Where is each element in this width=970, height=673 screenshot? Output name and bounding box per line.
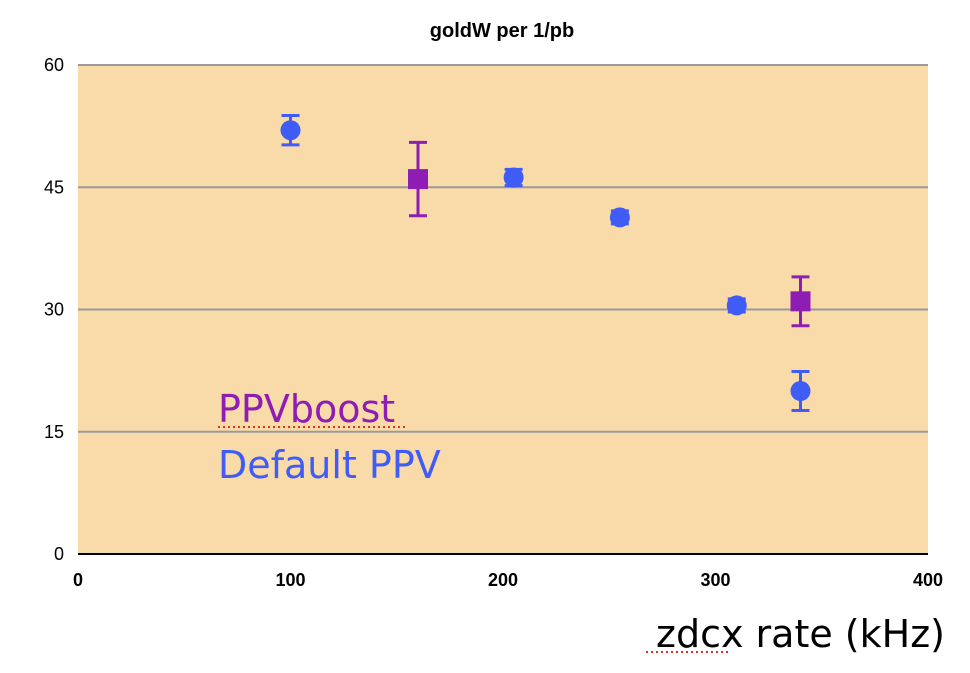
- marker-circle: [790, 381, 811, 401]
- legend-entry-ppvboost: PPVboost: [218, 387, 395, 431]
- legend-entry-default-ppv: Default PPV: [218, 443, 441, 487]
- marker-square: [408, 169, 428, 190]
- x-axis: 0 100 200 300 400: [73, 570, 943, 590]
- marker-circle: [726, 295, 747, 316]
- x-axis-label: zdcx rate (kHz): [656, 612, 945, 656]
- data-point: [408, 140, 428, 218]
- x-tick-label: 0: [73, 570, 83, 590]
- data-point: [790, 275, 811, 328]
- chart-title: goldW per 1/pb: [430, 20, 574, 42]
- x-tick-label: 300: [700, 570, 730, 590]
- grid: [78, 64, 928, 555]
- data-point: [609, 207, 630, 228]
- x-tick-label: 100: [275, 570, 305, 590]
- marker-circle: [280, 120, 301, 141]
- data-marks: [280, 114, 811, 413]
- y-tick-label: 45: [44, 177, 64, 197]
- data-point: [790, 369, 811, 413]
- marker-square: [790, 291, 811, 312]
- data-point: [726, 295, 747, 316]
- y-tick-label: 15: [44, 422, 64, 442]
- data-point: [280, 114, 301, 147]
- data-point: [503, 167, 524, 188]
- x-tick-label: 400: [913, 570, 943, 590]
- y-axis: 0 15 30 45 60: [44, 55, 64, 564]
- legend: PPVboost Default PPV: [218, 387, 441, 487]
- marker-circle: [503, 167, 524, 188]
- y-tick-label: 60: [44, 55, 64, 75]
- y-tick-label: 30: [44, 300, 64, 320]
- y-tick-label: 0: [54, 544, 64, 564]
- x-tick-label: 200: [488, 570, 518, 590]
- marker-circle: [609, 207, 630, 228]
